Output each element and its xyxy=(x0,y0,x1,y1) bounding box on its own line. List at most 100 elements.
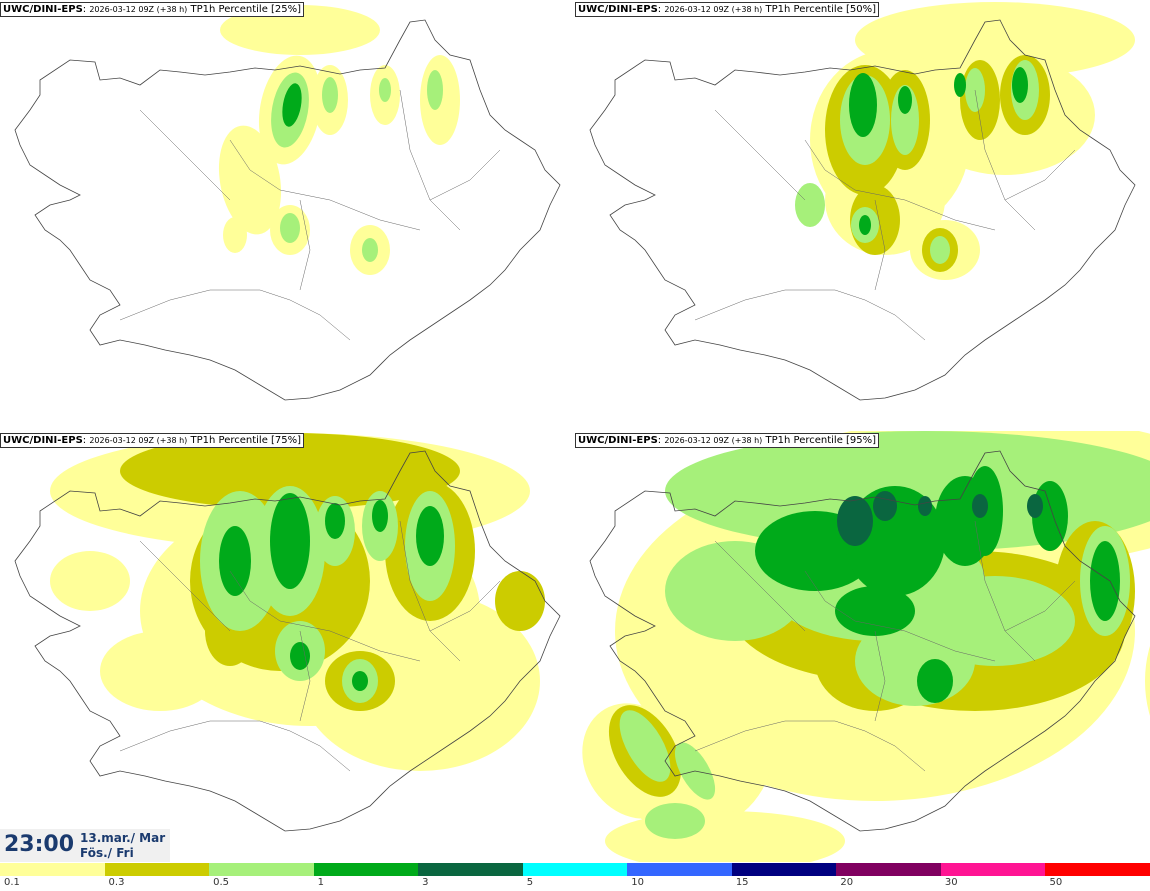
legend-label: 3 xyxy=(422,877,429,888)
precip-area xyxy=(362,238,378,262)
color-legend: 0.1 0.3 0.5 1 3 5 10 15 20 30 50 xyxy=(0,862,1150,891)
legend-label: 50 xyxy=(1049,877,1063,888)
precip-area xyxy=(325,503,345,539)
legend-swatch xyxy=(940,863,1046,876)
road-line xyxy=(694,720,926,772)
legend-label: 30 xyxy=(944,877,958,888)
legend-label: 10 xyxy=(631,877,644,888)
legend-swatch xyxy=(731,863,837,876)
legend-label: 0.1 xyxy=(4,877,20,888)
road-line xyxy=(399,520,461,662)
legend-swatch xyxy=(522,863,628,876)
road-line xyxy=(429,580,501,632)
road-line xyxy=(714,109,806,201)
legend-swatch xyxy=(1045,863,1150,876)
precip-area xyxy=(972,494,988,518)
panel-source: UWC/DINI-EPS xyxy=(3,435,83,446)
road-line xyxy=(874,199,886,291)
precip-map-p95 xyxy=(582,431,1150,862)
valid-date: 13.mar./ Mar xyxy=(80,831,166,845)
precip-field xyxy=(795,2,1135,280)
iceland-coastline xyxy=(14,19,561,401)
precip-area xyxy=(220,5,380,55)
precip-area xyxy=(849,73,877,137)
precip-area xyxy=(795,183,825,227)
road-line xyxy=(1004,149,1076,201)
precip-area xyxy=(282,83,302,127)
road-network xyxy=(119,520,501,772)
valid-time: 23:00 xyxy=(4,832,75,857)
road-line xyxy=(429,149,501,201)
map-panel-p75: UWC/DINI-EPS: 2026-03-12 09Z (+38 h) TP1… xyxy=(0,431,575,862)
precip-area xyxy=(930,236,950,264)
iceland-coastline xyxy=(589,19,1136,401)
precip-area xyxy=(290,642,310,670)
legend-swatch xyxy=(313,863,419,876)
legend-label: 15 xyxy=(735,877,749,888)
legend-swatch xyxy=(209,863,315,876)
precip-field xyxy=(50,433,545,771)
road-line xyxy=(1004,580,1076,632)
panel-run: 2026-03-12 09Z (+38 h) xyxy=(89,5,188,14)
precip-area xyxy=(300,591,540,771)
precip-area xyxy=(223,217,247,253)
panel-run: 2026-03-12 09Z (+38 h) xyxy=(664,436,763,445)
panel-title: UWC/DINI-EPS: 2026-03-12 09Z (+38 h) TP1… xyxy=(575,433,880,448)
map-panel-p50: UWC/DINI-EPS: 2026-03-12 09Z (+38 h) TP1… xyxy=(575,0,1150,431)
precip-area xyxy=(855,2,1135,78)
precip-map-p75 xyxy=(14,433,561,832)
road-network xyxy=(694,520,1076,772)
panel-title: UWC/DINI-EPS: 2026-03-12 09Z (+38 h) TP1… xyxy=(575,2,880,17)
precip-area xyxy=(1012,67,1028,103)
precip-area xyxy=(416,506,444,566)
precip-area xyxy=(873,491,897,521)
precip-area xyxy=(917,659,953,703)
map-panel-p25: UWC/DINI-EPS: 2026-03-12 09Z (+38 h) TP1… xyxy=(0,0,575,431)
road-line xyxy=(974,520,1036,662)
road-line xyxy=(229,139,421,231)
precip-field xyxy=(218,5,460,275)
precip-area xyxy=(859,215,871,235)
legend-swatch xyxy=(627,863,733,876)
panel-run: 2026-03-12 09Z (+38 h) xyxy=(664,5,763,14)
precip-area xyxy=(835,586,915,636)
road-line xyxy=(299,630,311,722)
precip-area xyxy=(218,125,282,235)
road-line xyxy=(229,570,421,662)
panel-source: UWC/DINI-EPS xyxy=(3,4,83,15)
precip-area xyxy=(322,77,338,113)
precip-area xyxy=(280,213,300,243)
road-line xyxy=(399,89,461,231)
precip-area xyxy=(645,803,705,839)
legend-label: 0.5 xyxy=(213,877,229,888)
precip-area xyxy=(1027,494,1043,518)
valid-time-box: 23:00 13.mar./ Mar Fös./ Fri xyxy=(0,829,170,862)
road-line xyxy=(299,199,311,291)
precip-area xyxy=(372,500,388,532)
iceland-coastline xyxy=(14,450,561,832)
precip-area xyxy=(619,710,671,782)
precip-area xyxy=(918,496,932,516)
precip-area xyxy=(1090,541,1120,621)
legend-label: 20 xyxy=(840,877,854,888)
road-line xyxy=(874,630,886,722)
precip-map-p50 xyxy=(589,2,1136,401)
legend-label: 5 xyxy=(526,877,534,888)
precip-field xyxy=(582,431,1150,862)
panel-source: UWC/DINI-EPS xyxy=(578,4,658,15)
road-line xyxy=(119,720,351,772)
precip-area xyxy=(1145,646,1150,716)
panel-field: TP1h Percentile [95%] xyxy=(765,435,877,446)
panel-field: TP1h Percentile [75%] xyxy=(190,435,302,446)
panel-field: TP1h Percentile [50%] xyxy=(765,4,877,15)
legend-swatch xyxy=(836,863,942,876)
map-panel-p95: UWC/DINI-EPS: 2026-03-12 09Z (+38 h) TP1… xyxy=(575,431,1150,862)
panel-source: UWC/DINI-EPS xyxy=(578,435,658,446)
precip-area xyxy=(270,493,310,589)
precip-area xyxy=(352,671,368,691)
legend-label: 0.3 xyxy=(108,877,125,888)
valid-weekday: Fös./ Fri xyxy=(80,846,134,860)
precip-area xyxy=(219,526,251,596)
panel-field: TP1h Percentile [25%] xyxy=(190,4,302,15)
iceland-coastline xyxy=(589,450,1136,832)
